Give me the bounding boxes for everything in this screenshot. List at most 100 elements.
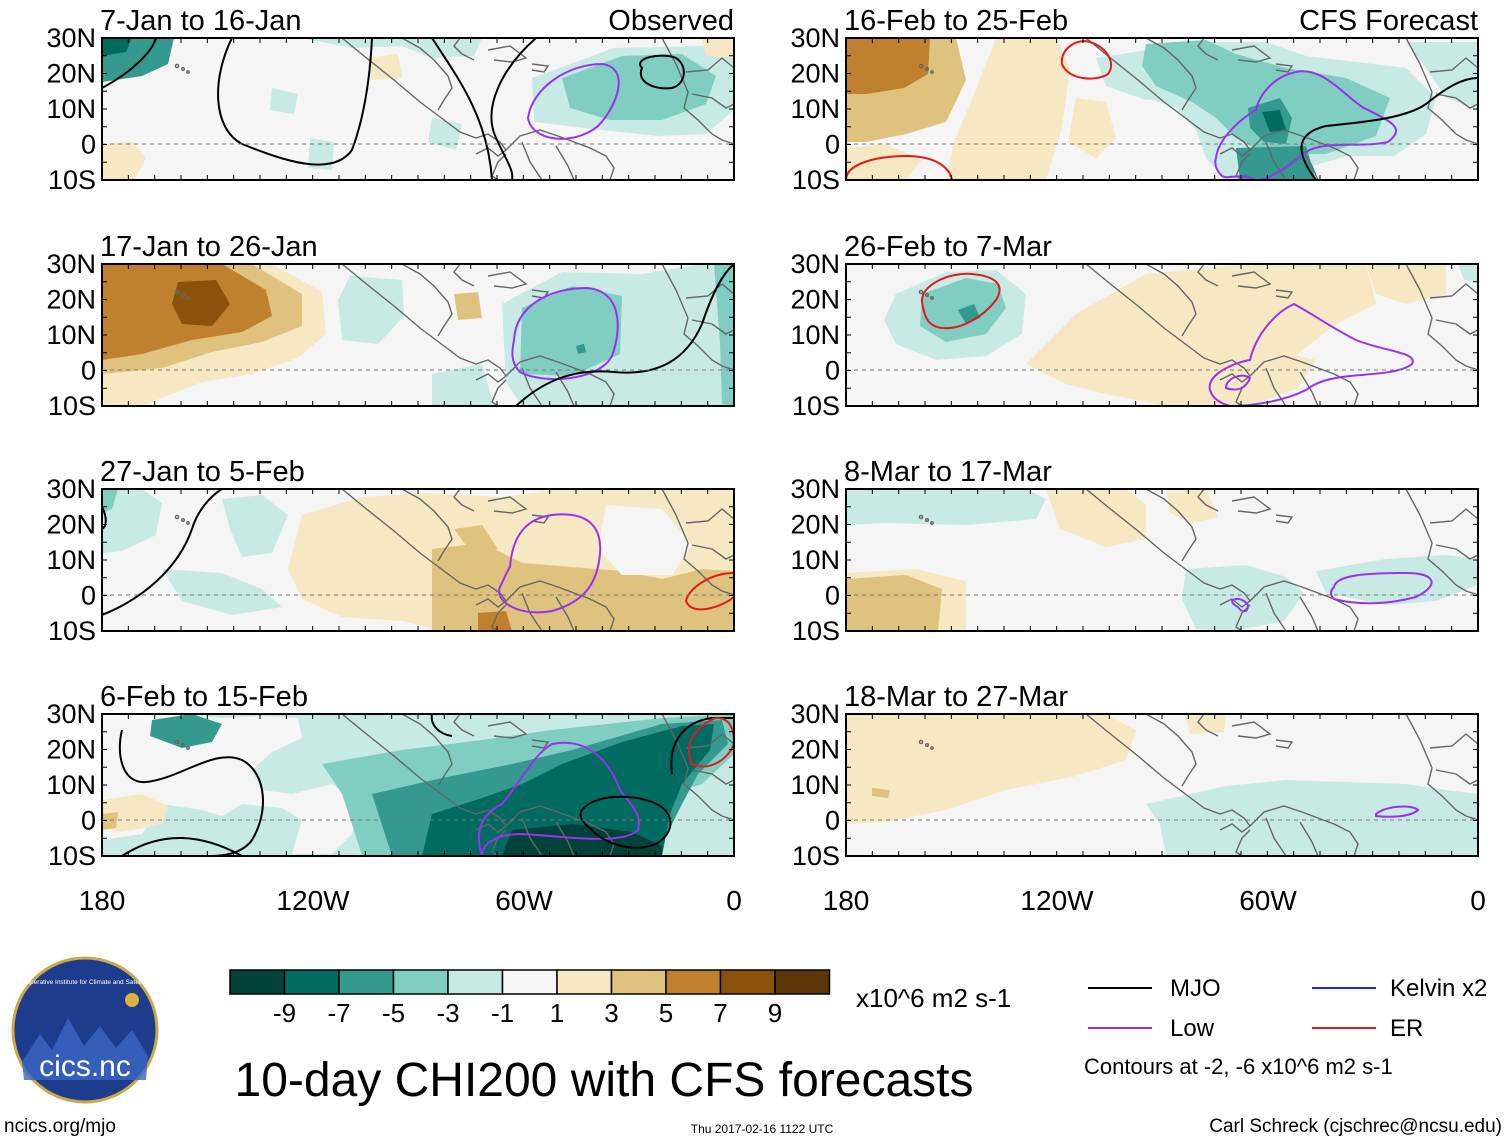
contour-low [1214,70,1397,180]
lat-label: 10N [46,545,96,575]
lon-axis-left: 180 120W 60W 0 [79,885,742,916]
lon-label-180: 180 [79,885,126,916]
lon-label-120w: 120W [276,885,350,916]
contour-mjo [217,38,373,166]
contour-mjo [102,489,223,616]
map-panel: 30N 20N 10N 0 10S 16-Feb to 25-Feb CFS Forecas… [790,5,1479,195]
logo-text: cics.nc [39,1050,131,1083]
colorbar-tick-label: -3 [436,998,459,1028]
footer-author: Carl Schreck (cjschrec@ncsu.edu) [1209,1116,1502,1137]
colorbar-swatch [556,969,613,995]
map-panel: 30N 20N 10N 0 10S 7-Jan to 16-Jan Observed [46,5,735,195]
colorbar-tick-label: 5 [659,998,673,1028]
colorbar-units: x10^6 m2 s-1 [856,983,1011,1013]
contour-er [920,272,1001,330]
anomaly-contours [511,264,734,406]
logo-ring-text: Cooperative Institute for Climate and Sa… [18,979,152,986]
contour-mjo [118,729,264,856]
contour-legend: MJO Kelvin x2 Low ER Contours at -2, -6 … [1084,975,1487,1079]
figure-title: 10-day CHI200 with CFS forecasts [235,1054,974,1107]
lon-label-0: 0 [726,885,742,916]
map-panel: 30N 20N 10N 0 10S 18-Mar to 27-Mar [790,681,1479,871]
lat-label: 10S [792,841,840,871]
contour-low [1208,302,1414,406]
contour-mjo [431,38,493,180]
colorbar-swatch [338,969,395,995]
lat-label: 20N [790,510,840,540]
lat-label: 10N [790,320,840,350]
colorbar-tick-label: 9 [768,998,782,1028]
legend-label-mjo: MJO [1170,975,1221,1002]
contour-er [846,154,953,180]
contour-low [1330,571,1433,605]
panel-period: 17-Jan to 26-Jan [100,231,318,263]
contour-low [511,286,619,381]
panel-period: 8-Mar to 17-Mar [844,456,1052,488]
colorbar-swatch [610,969,667,995]
colorbar-tick-label: -7 [327,998,350,1028]
lat-label: 20N [46,285,96,315]
colorbar-swatch [665,969,722,995]
contour-mjo [515,264,734,406]
colorbar-swatch [392,969,449,995]
lat-label: 0 [825,806,840,836]
lat-label: 20N [46,510,96,540]
contour-mjo [490,38,537,180]
map-panel: 30N 20N 10N 0 10S 26-Feb to 7-Mar [790,231,1479,421]
lat-label: 20N [46,59,96,89]
lat-label: 10N [790,545,840,575]
lon-label-180-r: 180 [823,885,870,916]
panel-period: 16-Feb to 25-Feb [844,5,1068,37]
contour-er [684,572,734,611]
lat-label: 0 [825,130,840,160]
contours-note: Contours at -2, -6 x10^6 m2 s-1 [1084,1054,1393,1079]
lat-label: 20N [790,285,840,315]
colorbar-tick-label: -1 [491,998,514,1028]
lon-label-120w-r: 120W [1020,885,1094,916]
lat-label: 10N [46,320,96,350]
lat-label: 10N [790,770,840,800]
lat-label: 10S [48,391,96,421]
legend-label-kelvin: Kelvin x2 [1390,975,1487,1002]
lat-label: 10N [46,94,96,124]
lon-axis-right: 180 120W 60W 0 [823,885,1486,916]
cics-logo: cics.nc Cooperative Institute for Climat… [11,956,159,1104]
colorbar-swatch [283,969,340,995]
anomaly-contours [1230,571,1433,613]
contour-mjo [670,717,734,775]
anomaly-contours [1375,805,1420,818]
colorbar-swatch [719,969,776,995]
contour-mjo [1300,77,1478,180]
lat-label: 10S [792,616,840,646]
colorbar-swatch [447,969,504,995]
contour-low [477,741,640,856]
contour-low [498,513,602,614]
map-panel: 30N 20N 10N 0 10S 17-Jan to 26-Jan [46,231,735,421]
anomaly-contours [846,40,1478,180]
lat-label: 30N [790,23,840,53]
lat-label: 0 [825,356,840,386]
anomaly-contours [102,38,685,180]
map-panel: 30N 20N 10N 0 10S 6-Feb to 15-Feb [46,681,735,871]
colorbar-swatch [774,969,831,995]
lat-label: 10S [792,165,840,195]
panel-period: 6-Feb to 15-Feb [100,681,308,713]
footer-timestamp: Thu 2017-02-16 1122 UTC [691,1122,834,1136]
legend-label-er: ER [1390,1015,1423,1042]
contour-low [1224,374,1252,391]
lon-label-60w-r: 60W [1239,885,1297,916]
logo-wave [22,1018,148,1080]
lat-label: 30N [790,249,840,279]
anomaly-contours [118,714,734,856]
lat-label: 10N [790,94,840,124]
legend-label-low: Low [1170,1015,1215,1042]
lat-label: 30N [46,249,96,279]
colorbar-tick-label: 7 [713,998,727,1028]
panel-period: 26-Feb to 7-Mar [844,231,1052,263]
panel-period: 18-Mar to 27-Mar [844,681,1068,713]
lat-label: 30N [46,699,96,729]
lat-label: 30N [46,23,96,53]
contour-mjo [121,837,243,856]
panel-period: 27-Jan to 5-Feb [100,456,305,488]
lat-label: 0 [81,130,96,160]
